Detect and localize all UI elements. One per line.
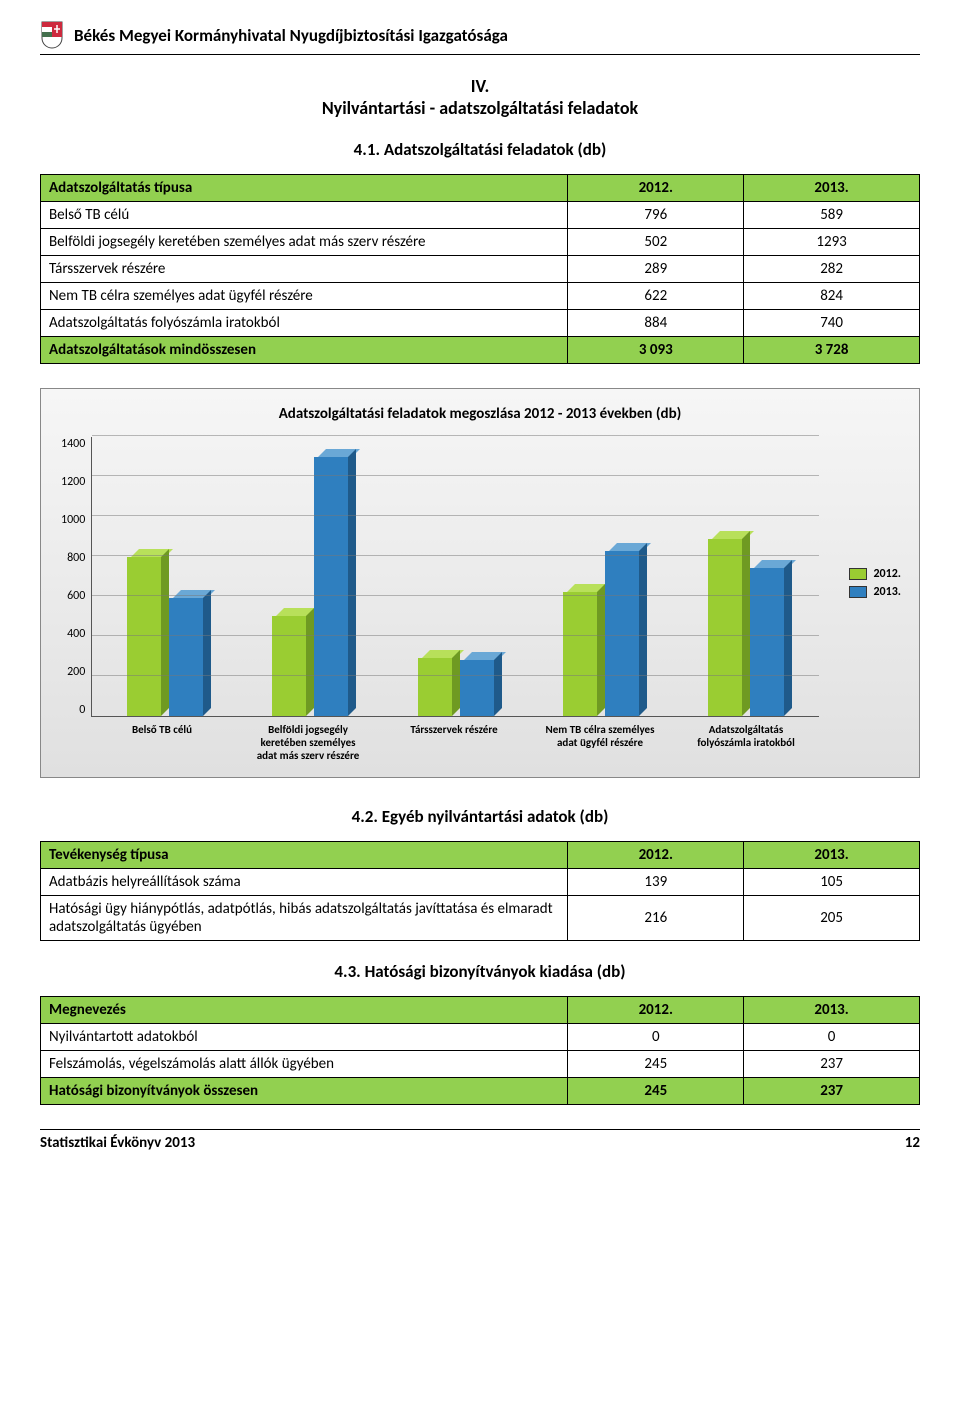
bar xyxy=(418,658,452,716)
bar-group xyxy=(563,551,639,716)
table-row: Hatósági ügy hiánypótlás, adatpótlás, hi… xyxy=(41,895,920,940)
bar xyxy=(127,557,161,716)
table-4-3: Megnevezés 2012. 2013. Nyilvántartott ad… xyxy=(40,996,920,1105)
header-org: Békés Megyei Kormányhivatal Nyugdíjbizto… xyxy=(74,25,508,46)
x-tick-label: Társszervek részére xyxy=(399,723,509,763)
chart-y-axis: 0 200 400 600 800 1000 1200 1400 xyxy=(61,437,91,717)
chart-legend: 2012. 2013. xyxy=(849,563,901,603)
t3-h2: 2013. xyxy=(744,996,920,1023)
table-row: Társszervek részére 289 282 xyxy=(41,256,920,283)
t3-h0: Megnevezés xyxy=(41,996,568,1023)
t2-h2: 2013. xyxy=(744,841,920,868)
section-title: Nyilvántartási - adatszolgáltatási felad… xyxy=(40,97,920,119)
t2-h1: 2012. xyxy=(568,841,744,868)
bar-group xyxy=(127,557,203,716)
y-tick-label: 400 xyxy=(61,627,85,641)
table-row: Adatszolgáltatás folyószámla iratokból 8… xyxy=(41,310,920,337)
bar-group xyxy=(272,457,348,716)
x-tick-label: Nem TB célra személyes adat ügyfél részé… xyxy=(545,723,655,763)
bar-group xyxy=(708,539,784,716)
t1-h2: 2013. xyxy=(744,175,920,202)
y-tick-label: 1000 xyxy=(61,513,85,527)
y-tick-label: 0 xyxy=(61,703,85,717)
legend-swatch-2012 xyxy=(849,568,867,580)
t1-h1: 2012. xyxy=(568,175,744,202)
subsection-4-1-title: 4.1. Adatszolgáltatási feladatok (db) xyxy=(40,139,920,160)
section-number: IV. xyxy=(40,75,920,97)
bar xyxy=(169,598,203,716)
bar xyxy=(460,660,494,716)
table-row: Belföldi jogsegély keretében személyes a… xyxy=(41,229,920,256)
chart-title: Adatszolgáltatási feladatok megoszlása 2… xyxy=(61,405,899,423)
bar xyxy=(314,457,348,716)
gridline xyxy=(92,635,819,636)
table-row: Nyilvántartott adatokból 0 0 xyxy=(41,1023,920,1050)
y-tick-label: 200 xyxy=(61,665,85,679)
x-tick-label: Adatszolgáltatás folyószámla iratokból xyxy=(691,723,801,763)
gridline xyxy=(92,435,819,436)
bar xyxy=(563,592,597,716)
table-row: Belső TB célú 796 589 xyxy=(41,202,920,229)
gridline xyxy=(92,675,819,676)
table-total-row: Hatósági bizonyítványok összesen 245 237 xyxy=(41,1077,920,1104)
t3-h1: 2012. xyxy=(568,996,744,1023)
legend-label-2013: 2013. xyxy=(873,585,901,599)
legend-swatch-2013 xyxy=(849,586,867,598)
bar xyxy=(272,616,306,716)
chart-4-1: Adatszolgáltatási feladatok megoszlása 2… xyxy=(40,388,920,778)
y-tick-label: 800 xyxy=(61,551,85,565)
x-tick-label: Belföldi jogsegély keretében személyes a… xyxy=(253,723,363,763)
subsection-4-2-title: 4.2. Egyéb nyilvántartási adatok (db) xyxy=(40,806,920,827)
y-tick-label: 600 xyxy=(61,589,85,603)
table-row: Felszámolás, végelszámolás alatt állók ü… xyxy=(41,1050,920,1077)
table-4-1: Adatszolgáltatás típusa 2012. 2013. Bels… xyxy=(40,174,920,364)
bar xyxy=(708,539,742,716)
t1-h0: Adatszolgáltatás típusa xyxy=(41,175,568,202)
chart-plot xyxy=(91,437,819,717)
table-row: Nem TB célra személyes adat ügyfél részé… xyxy=(41,283,920,310)
page-header: Békés Megyei Kormányhivatal Nyugdíjbizto… xyxy=(40,20,920,55)
gridline xyxy=(92,475,819,476)
legend-label-2012: 2012. xyxy=(873,567,901,581)
bar xyxy=(605,551,639,716)
footer-left: Statisztikai Évkönyv 2013 xyxy=(40,1134,195,1152)
footer-page: 12 xyxy=(905,1134,920,1152)
x-tick-label: Belső TB célú xyxy=(107,723,217,763)
table-total-row: Adatszolgáltatások mindösszesen 3 093 3 … xyxy=(41,337,920,364)
gridline xyxy=(92,555,819,556)
gridline xyxy=(92,515,819,516)
bar xyxy=(750,568,784,716)
y-tick-label: 1200 xyxy=(61,475,85,489)
hungary-crest-icon xyxy=(40,20,64,50)
chart-x-labels: Belső TB célú Belföldi jogsegély keretébe… xyxy=(89,723,819,763)
t2-h0: Tevékenység típusa xyxy=(41,841,568,868)
bar-group xyxy=(418,658,494,716)
y-tick-label: 1400 xyxy=(61,437,85,451)
table-4-2: Tevékenység típusa 2012. 2013. Adatbázis… xyxy=(40,841,920,941)
subsection-4-3-title: 4.3. Hatósági bizonyítványok kiadása (db… xyxy=(40,961,920,982)
gridline xyxy=(92,595,819,596)
table-row: Adatbázis helyreállítások száma 139 105 xyxy=(41,868,920,895)
page-footer: Statisztikai Évkönyv 2013 12 xyxy=(40,1129,920,1152)
